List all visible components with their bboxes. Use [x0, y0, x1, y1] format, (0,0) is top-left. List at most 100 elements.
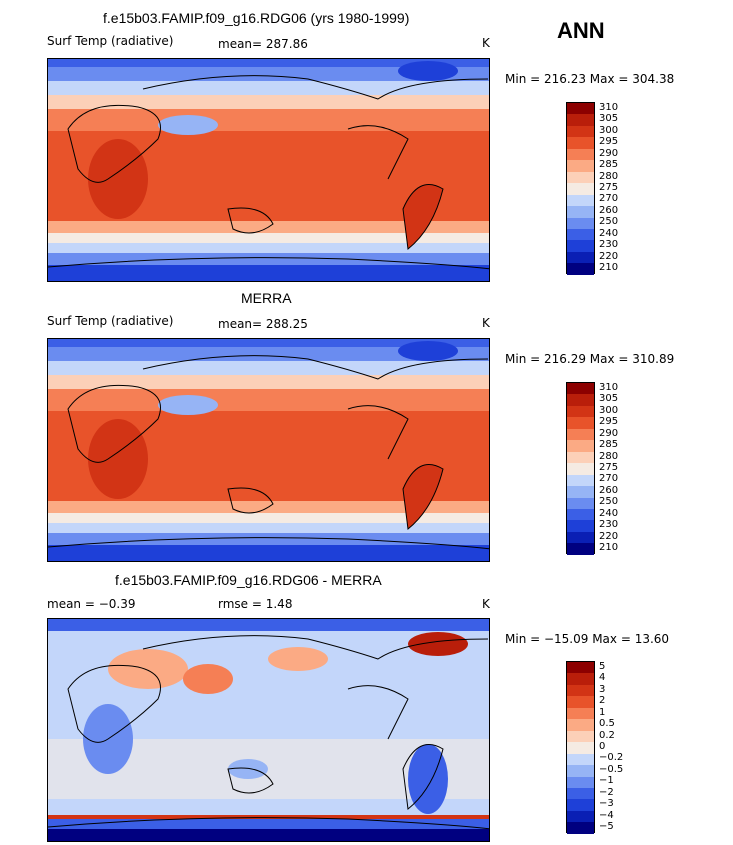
colorbar-tick-label: −1 — [599, 775, 614, 787]
colorbar-tick-label: 260 — [599, 484, 619, 496]
colorbar-tick-label: 210 — [599, 542, 619, 554]
colorbar-swatch — [567, 742, 594, 754]
colorbar-tick-label: 300 — [599, 124, 619, 136]
colorbar-tick-label: 290 — [599, 427, 619, 439]
colorbar-swatch — [567, 822, 594, 834]
colorbar-swatch — [567, 810, 594, 823]
panel1-variable-label: Surf Temp (radiative) — [47, 34, 174, 48]
colorbar-tick-label: 210 — [599, 262, 619, 274]
colorbar-swatch — [567, 440, 594, 452]
panel3-title: f.e15b03.FAMIP.f09_g16.RDG06 - MERRA — [115, 572, 382, 588]
colorbar-swatch — [567, 240, 594, 252]
panel2-variable-label: Surf Temp (radiative) — [47, 314, 174, 328]
colorbar-tick-label: 275 — [599, 462, 619, 473]
colorbar-swatch — [567, 719, 594, 731]
colorbar-tick-label: 300 — [599, 404, 619, 416]
colorbar-swatch — [567, 497, 594, 509]
colorbar-swatch — [567, 137, 594, 149]
colorbar-swatch — [567, 383, 594, 395]
colorbar-swatch — [567, 474, 594, 487]
colorbar-swatch — [567, 531, 594, 544]
colorbar-tick-label: 285 — [599, 439, 619, 451]
panel1-colorbar — [566, 102, 595, 275]
panel2-title: MERRA — [241, 290, 292, 306]
panel1-map-svg — [48, 59, 489, 281]
colorbar-swatch — [567, 405, 594, 418]
colorbar-tick-label: 230 — [599, 239, 619, 251]
colorbar-swatch — [567, 508, 594, 521]
colorbar-tick-label: −0.5 — [599, 763, 624, 775]
panel3-map-svg — [48, 619, 489, 841]
colorbar-tick-label: 220 — [599, 250, 619, 262]
colorbar-tick-label: 0.5 — [599, 718, 615, 730]
colorbar-tick-label: 310 — [599, 381, 619, 393]
panel3-colorbar — [566, 661, 595, 834]
colorbar-swatch — [567, 228, 594, 241]
panel2-minmax: Min = 216.29 Max = 310.89 — [505, 352, 675, 366]
colorbar-swatch — [567, 206, 594, 218]
colorbar-tick-label: 2 — [599, 695, 606, 707]
panel3-units: K — [482, 597, 490, 611]
panel3-mean-label: mean = −0.39 — [47, 597, 136, 611]
panel2-map — [47, 338, 490, 562]
colorbar-swatch — [567, 486, 594, 498]
panel2-mean-label: mean= 288.25 — [218, 317, 308, 331]
colorbar-tick-label: 270 — [599, 473, 619, 485]
colorbar-swatch — [567, 417, 594, 429]
panel3-rmse-label: rmse = 1.48 — [218, 597, 293, 611]
colorbar-swatch — [567, 753, 594, 766]
colorbar-tick-label: 5 — [599, 660, 606, 672]
colorbar-swatch — [567, 684, 594, 697]
colorbar-swatch — [567, 251, 594, 264]
colorbar-tick-label: 270 — [599, 193, 619, 205]
colorbar-swatch — [567, 394, 594, 406]
colorbar-tick-label: 285 — [599, 159, 619, 171]
colorbar-swatch — [567, 160, 594, 172]
colorbar-tick-label: 1 — [599, 706, 606, 718]
colorbar-tick-label: 230 — [599, 519, 619, 531]
panel1-map — [47, 58, 490, 282]
colorbar-tick-label: 310 — [599, 101, 619, 113]
colorbar-swatch — [567, 520, 594, 532]
colorbar-swatch — [567, 787, 594, 800]
colorbar-swatch — [567, 451, 594, 464]
colorbar-tick-label: 280 — [599, 170, 619, 182]
colorbar-tick-label: 305 — [599, 113, 619, 125]
colorbar-swatch — [567, 148, 594, 161]
colorbar-swatch — [567, 776, 594, 788]
colorbar-swatch — [567, 103, 594, 115]
panel2-units: K — [482, 316, 490, 330]
colorbar-tick-label: 0.2 — [599, 729, 615, 741]
colorbar-tick-label: −2 — [599, 786, 614, 798]
panel1-mean-label: mean= 287.86 — [218, 37, 308, 51]
season-label: ANN — [557, 18, 605, 43]
colorbar-tick-label: −5 — [599, 821, 614, 833]
colorbar-tick-label: 220 — [599, 530, 619, 542]
colorbar-tick-label: 3 — [599, 683, 606, 695]
panel2-map-svg — [48, 339, 489, 561]
colorbar-tick-label: −3 — [599, 798, 614, 810]
colorbar-swatch — [567, 662, 594, 674]
panel2-colorbar — [566, 382, 595, 555]
colorbar-tick-label: 295 — [599, 136, 619, 148]
colorbar-tick-label: 260 — [599, 204, 619, 216]
panel1-minmax: Min = 216.23 Max = 304.38 — [505, 72, 675, 86]
colorbar-swatch — [567, 171, 594, 184]
colorbar-tick-label: −0.2 — [599, 752, 624, 764]
colorbar-tick-label: −4 — [599, 809, 614, 821]
colorbar-swatch — [567, 765, 594, 777]
colorbar-swatch — [567, 125, 594, 138]
colorbar-swatch — [567, 673, 594, 685]
colorbar-swatch — [567, 183, 594, 195]
colorbar-swatch — [567, 194, 594, 207]
colorbar-tick-label: 290 — [599, 147, 619, 159]
panel1-units: K — [482, 36, 490, 50]
colorbar-swatch — [567, 114, 594, 126]
colorbar-tick-label: 4 — [599, 672, 606, 684]
colorbar-swatch — [567, 543, 594, 555]
colorbar-swatch — [567, 217, 594, 229]
panel3-map — [47, 618, 490, 842]
colorbar-tick-label: 275 — [599, 182, 619, 193]
colorbar-tick-label: 280 — [599, 450, 619, 462]
colorbar-swatch — [567, 707, 594, 720]
